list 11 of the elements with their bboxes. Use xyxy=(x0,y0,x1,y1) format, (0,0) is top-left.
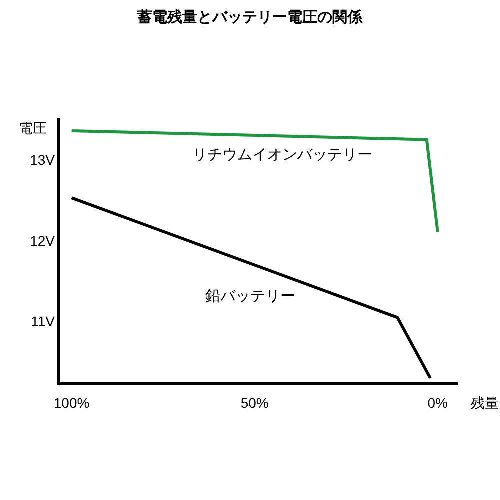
y-axis-title: 電圧 xyxy=(19,120,47,136)
x-tick-label: 100% xyxy=(54,395,90,411)
x-axis-title: 残量 xyxy=(471,395,499,411)
series-label: リチウムイオンバッテリー xyxy=(192,146,372,164)
series-label: 鉛バッテリー xyxy=(206,288,296,306)
x-tick-label: 50% xyxy=(240,395,269,411)
x-tick-label: 0% xyxy=(428,395,448,411)
chart-title: 蓄電残量とバッテリー電圧の関係 xyxy=(136,9,364,26)
y-tick-label: 12V xyxy=(30,232,56,249)
y-tick-label: 13V xyxy=(30,152,56,168)
y-tick-label: 11V xyxy=(31,314,56,330)
